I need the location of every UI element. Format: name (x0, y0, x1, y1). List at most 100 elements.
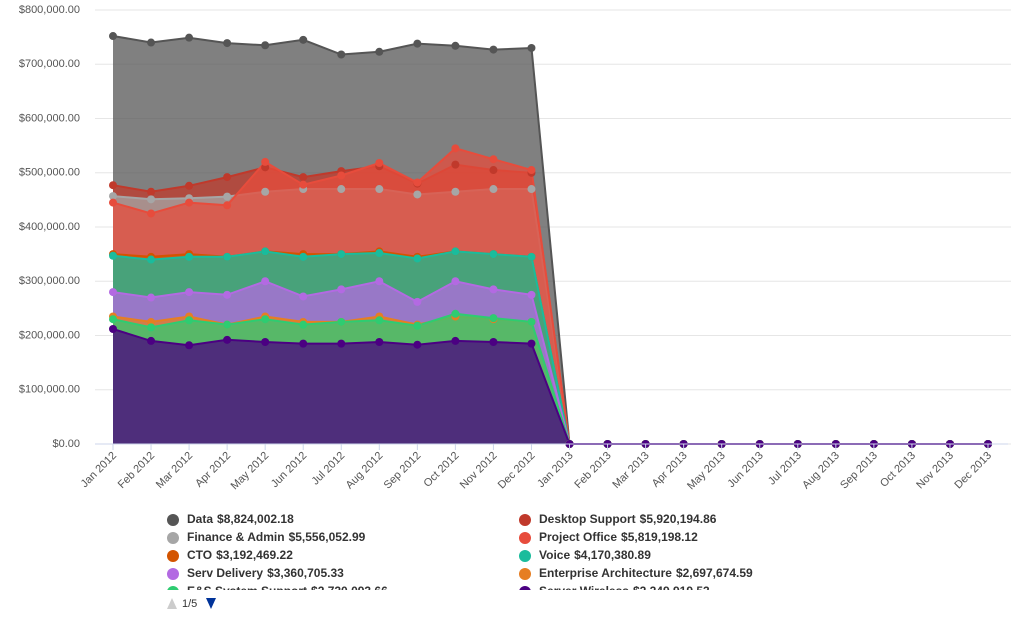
legend-label: E&S System Support $2,720,093.66 (187, 584, 388, 598)
point-marker (527, 317, 536, 326)
y-tick-label: $800,000.00 (19, 4, 80, 16)
point-marker (451, 41, 460, 50)
x-tick-label: Aug 2013 (800, 450, 842, 492)
legend-name: Desktop Support (539, 512, 636, 526)
point-marker (261, 157, 270, 166)
point-marker (185, 341, 194, 350)
point-marker (185, 181, 194, 190)
pager-text: 1/5 (182, 598, 197, 610)
point-marker (109, 315, 117, 324)
point-marker (299, 252, 308, 261)
point-marker (299, 180, 308, 189)
point-marker (413, 297, 422, 306)
x-tick-label: Feb 2012 (116, 450, 157, 491)
point-marker (147, 195, 156, 204)
y-tick-label: $600,000.00 (19, 112, 80, 124)
point-marker (299, 173, 308, 182)
point-marker (527, 290, 536, 299)
point-marker (451, 144, 460, 153)
x-tick-label: Sep 2012 (382, 450, 424, 492)
x-tick-label: Mar 2013 (610, 450, 651, 491)
point-marker (223, 320, 232, 329)
legend-name: Project Office (539, 530, 617, 544)
legend-total: $2,720,093.66 (311, 584, 388, 598)
point-marker (337, 171, 346, 180)
point-marker (109, 32, 117, 41)
legend-total: $8,824,002.18 (217, 512, 294, 526)
legend-label: Data $8,824,002.18 (187, 512, 294, 526)
point-marker (185, 288, 194, 297)
legend-label: Enterprise Architecture $2,697,674.59 (539, 566, 753, 580)
x-tick-label: Dec 2013 (952, 450, 994, 492)
point-marker (109, 181, 117, 190)
pager-up[interactable] (167, 598, 177, 609)
legend-label: Serv Delivery $3,360,705.33 (187, 566, 344, 580)
legend-symbol (167, 532, 179, 544)
point-marker (147, 255, 156, 264)
x-tick-label: Jun 2013 (725, 450, 765, 490)
point-marker (299, 339, 308, 348)
y-tick-label: $0.00 (52, 438, 80, 450)
legend-label: Finance & Admin $5,556,052.99 (187, 530, 366, 544)
point-marker (375, 277, 384, 286)
x-tick-label: Feb 2013 (572, 450, 613, 491)
point-marker (375, 47, 384, 56)
x-tick-label: Mar 2012 (154, 450, 195, 491)
point-marker (337, 339, 346, 348)
x-tick-label: May 2012 (229, 450, 272, 493)
point-marker (527, 185, 536, 194)
x-tick-label: Jan 2013 (535, 450, 575, 490)
point-marker (413, 254, 422, 263)
y-tick-label: $700,000.00 (19, 58, 80, 70)
point-marker (223, 335, 232, 344)
x-tick-label: Nov 2013 (914, 450, 956, 492)
point-marker (451, 187, 460, 196)
point-marker (109, 251, 117, 260)
point-marker (527, 166, 536, 175)
legend-symbol (167, 514, 179, 526)
point-marker (261, 338, 270, 347)
point-marker (489, 338, 498, 347)
point-marker (337, 185, 346, 194)
point-marker (451, 160, 460, 169)
legend-symbol (519, 532, 531, 544)
point-marker (337, 317, 346, 326)
x-tick-label: Sep 2013 (838, 450, 880, 492)
legend-symbol (167, 550, 179, 562)
legend-name: Data (187, 512, 213, 526)
point-marker (451, 247, 460, 256)
point-marker (489, 166, 498, 175)
legend-symbol (519, 514, 531, 526)
legend-total: $5,556,052.99 (289, 530, 366, 544)
point-marker (299, 292, 308, 301)
x-tick-label: May 2013 (685, 450, 728, 493)
point-marker (489, 155, 498, 164)
point-marker (109, 192, 117, 201)
point-marker (527, 339, 536, 348)
x-tick-label: Dec 2012 (496, 450, 538, 492)
point-marker (375, 185, 384, 194)
point-marker (375, 338, 384, 347)
point-marker (109, 324, 117, 333)
y-tick-label: $100,000.00 (19, 384, 80, 396)
pager-down[interactable] (206, 598, 216, 609)
legend-label: Server Wireless $2,249,919.53 (539, 584, 710, 598)
point-marker (109, 198, 117, 207)
point-marker (489, 250, 498, 259)
point-marker (261, 41, 270, 50)
point-marker (489, 314, 498, 323)
point-marker (223, 192, 232, 201)
y-tick-label: $300,000.00 (19, 275, 80, 287)
point-marker (185, 316, 194, 325)
legend-symbol (519, 550, 531, 562)
point-marker (147, 187, 156, 196)
legend-label: CTO $3,192,469.22 (187, 548, 293, 562)
point-marker (375, 158, 384, 167)
point-marker (261, 315, 270, 324)
point-marker (451, 336, 460, 345)
point-marker (299, 35, 308, 44)
point-marker (337, 250, 346, 259)
point-marker (223, 290, 232, 299)
point-marker (413, 178, 422, 187)
